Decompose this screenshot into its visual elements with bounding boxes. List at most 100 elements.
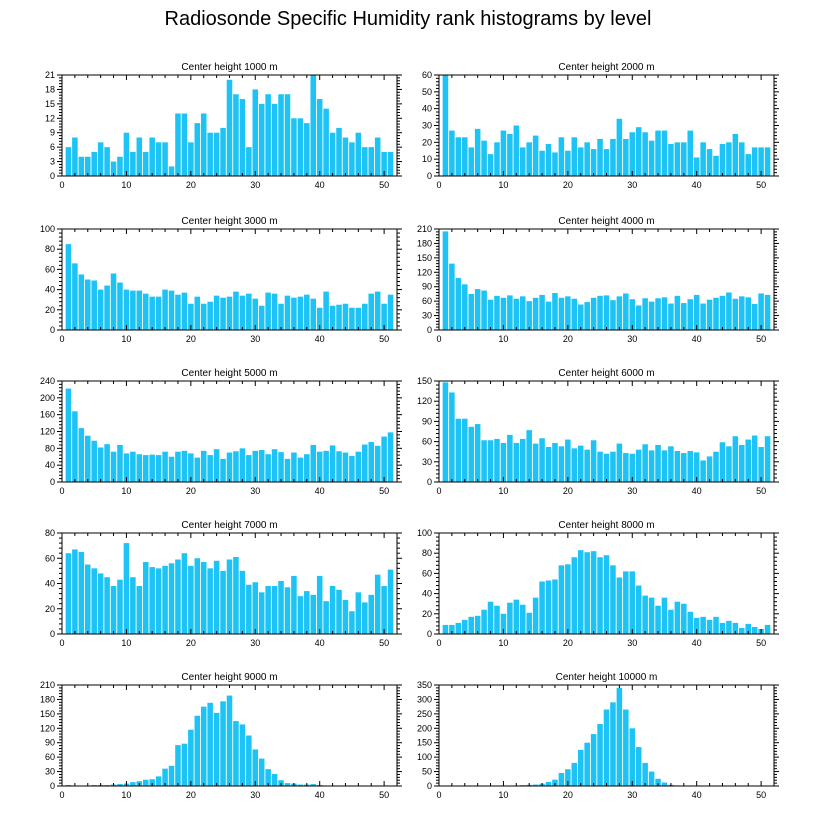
histogram-bar (681, 142, 687, 176)
histogram-bar (532, 443, 539, 482)
histogram-bar (526, 142, 532, 176)
x-tick-label: 40 (692, 180, 702, 190)
histogram-bar (265, 769, 271, 786)
histogram-bar (233, 291, 239, 330)
histogram-bar (104, 577, 110, 634)
panel-title: Center height 1000 m (181, 62, 277, 73)
histogram-bar (616, 577, 623, 634)
histogram-bar (387, 432, 394, 482)
histogram-bar (751, 435, 758, 482)
y-tick-label: 210 (417, 224, 432, 234)
histogram-panel: Center height 2000 m 0 10 20 30 40 50 0 10 20 30 40… (422, 62, 779, 190)
histogram-bar (284, 783, 291, 786)
histogram-bar (616, 443, 623, 482)
histogram-bar (194, 123, 201, 176)
x-tick-label: 30 (627, 790, 637, 800)
histogram-bar (577, 304, 584, 330)
histogram-bar (500, 297, 507, 330)
histogram-bar (72, 549, 78, 634)
histogram-bar (355, 132, 362, 176)
histogram-bar (571, 762, 578, 786)
x-tick-label: 20 (186, 638, 196, 648)
histogram-bar (494, 605, 500, 634)
histogram-bar (700, 460, 706, 482)
histogram-bar (442, 624, 449, 634)
histogram-bar (674, 142, 681, 176)
histogram-bar (642, 595, 648, 634)
histogram-bar (571, 137, 578, 176)
histogram-bar (368, 293, 374, 330)
histogram-bar (374, 574, 381, 634)
histogram-bar (603, 295, 610, 330)
histogram-bar (462, 137, 468, 176)
histogram-bar (732, 298, 739, 330)
histogram-bar (655, 605, 661, 634)
histogram-bar (455, 622, 462, 634)
histogram-bar (194, 296, 201, 330)
x-tick-label: 0 (436, 638, 441, 648)
histogram-bar (316, 575, 323, 634)
histogram-bar (558, 137, 565, 176)
histogram-bar (323, 291, 329, 330)
histogram-bar (181, 743, 188, 786)
histogram-bar (220, 570, 226, 635)
x-tick-label: 10 (498, 334, 508, 344)
histogram-bar (155, 455, 162, 482)
histogram-bar (78, 156, 85, 176)
y-tick-label: 9 (50, 128, 55, 138)
histogram-bar (455, 278, 462, 330)
histogram-bar (597, 138, 603, 176)
histogram-bar (449, 392, 455, 482)
histogram-bar (349, 611, 355, 634)
histogram-bar (85, 564, 91, 634)
histogram-bar (374, 445, 381, 482)
y-tick-label: 60 (45, 264, 55, 274)
histogram-bar (304, 454, 310, 482)
histogram-bar (387, 569, 394, 634)
histogram-bar (571, 298, 578, 330)
histogram-bar (246, 147, 252, 176)
y-tick-label: 30 (422, 121, 432, 131)
histogram-bar (648, 450, 655, 482)
histogram-bar (355, 451, 362, 482)
histogram-bar (532, 135, 539, 176)
histogram-bar (265, 292, 271, 330)
panel-title: Center height 3000 m (181, 216, 277, 227)
histogram-bar (387, 294, 394, 330)
y-tick-label: 60 (422, 437, 432, 447)
histogram-bar (635, 585, 642, 634)
histogram-bar (661, 597, 668, 634)
histogram-bar (149, 137, 155, 176)
x-tick-label: 0 (59, 334, 64, 344)
histogram-bar (188, 565, 194, 634)
histogram-bar (278, 452, 284, 482)
histogram-bar (732, 622, 739, 634)
histogram-bar (181, 113, 188, 176)
x-tick-label: 10 (498, 486, 508, 496)
histogram-bar (462, 284, 468, 330)
x-tick-label: 40 (692, 638, 702, 648)
y-tick-label: 30 (422, 311, 432, 321)
histogram-bar (291, 118, 297, 176)
histogram-bar (175, 559, 181, 634)
histogram-bar (117, 282, 123, 330)
histogram-bar (200, 303, 207, 330)
x-tick-label: 10 (498, 180, 508, 190)
histogram-bar (271, 449, 278, 482)
histogram-bar (155, 568, 162, 634)
histogram-bar (297, 457, 304, 482)
histogram-bar (655, 130, 661, 176)
histogram-bar (661, 450, 668, 482)
histogram-bar (519, 604, 526, 634)
histogram-bar (687, 451, 694, 482)
y-tick-label: 10 (422, 154, 432, 164)
histogram-bar (329, 305, 336, 330)
histogram-bar (213, 560, 220, 634)
x-tick-label: 40 (315, 790, 325, 800)
x-tick-label: 10 (498, 638, 508, 648)
histogram-bar (603, 453, 610, 482)
histogram-bar (239, 570, 246, 635)
histogram-bar (610, 451, 616, 482)
histogram-bar (552, 779, 558, 786)
